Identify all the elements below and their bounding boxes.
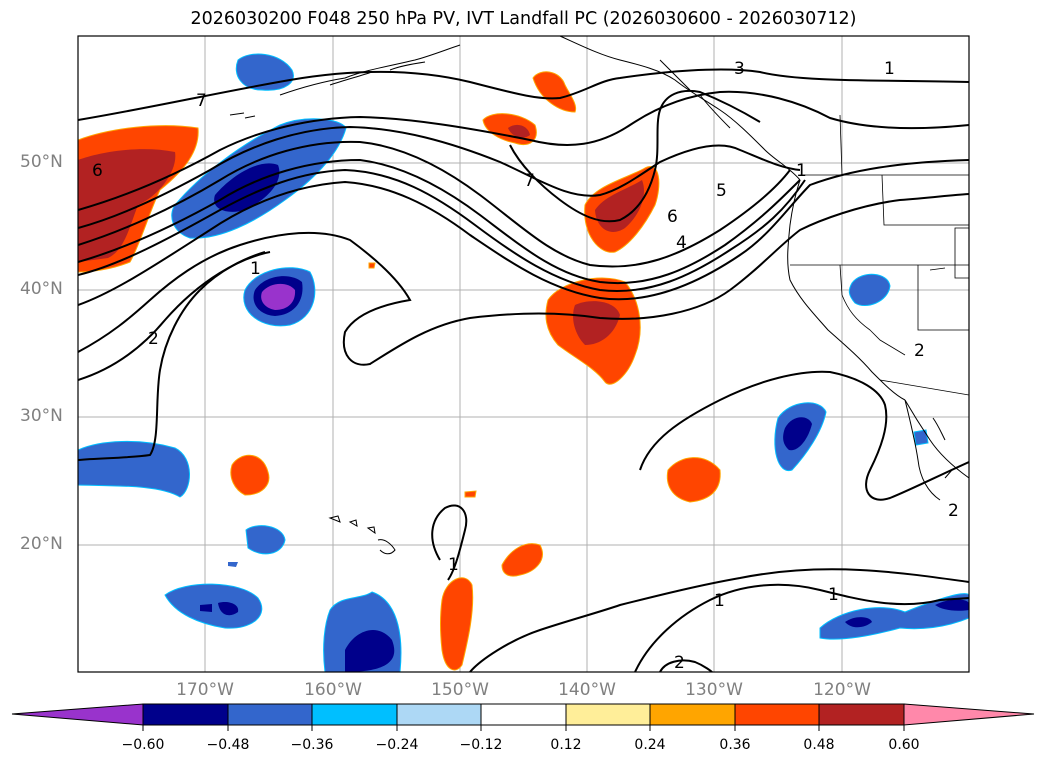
colorbar-tick-label: −0.12 (459, 737, 503, 753)
contour-lines (78, 68, 969, 672)
contour-label: 4 (676, 233, 687, 253)
lat-label: 20°N (20, 534, 63, 554)
lon-label: 160°W (304, 680, 362, 700)
contour-label: 2 (914, 341, 925, 361)
contour-label: 3 (734, 59, 745, 79)
contour-label: 2 (674, 653, 685, 673)
contour-label: 7 (524, 171, 535, 191)
pv-negative-anomalies (78, 53, 969, 672)
colorbar-segment (565, 703, 651, 726)
colorbar-segment (818, 703, 905, 726)
colorbar-segment (227, 703, 313, 726)
lat-label: 30°N (20, 406, 63, 426)
lon-label: 170°W (176, 680, 234, 700)
contour-label: 6 (92, 161, 103, 181)
lon-label: 140°W (558, 680, 616, 700)
colorbar (11, 703, 1035, 731)
colorbar-extend-max (903, 703, 1035, 726)
contour-label: 1 (714, 591, 725, 611)
contour-label: 5 (716, 181, 727, 201)
colorbar-tick-label: 0.12 (550, 737, 582, 753)
colorbar-tick-label: 0.60 (888, 737, 920, 753)
gridlines (78, 36, 969, 672)
colorbar-tick-label: −0.60 (121, 737, 165, 753)
colorbar-segment (480, 703, 567, 726)
lat-label: 50°N (20, 152, 63, 172)
contour-label: 7 (196, 91, 207, 111)
political-borders (790, 114, 969, 396)
contour-label: 2 (148, 329, 159, 349)
lat-label: 40°N (20, 279, 63, 299)
colorbar-tick-label: 0.24 (634, 737, 666, 753)
colorbar-segment (649, 703, 736, 726)
contour-label: 1 (250, 259, 261, 279)
contour-label: 6 (667, 207, 678, 227)
colorbar-segment (142, 703, 229, 726)
pv-positive-anomalies (78, 71, 721, 671)
map-title: 2026030200 F048 250 hPa PV, IVT Landfall… (190, 9, 857, 29)
colorbar-tick-label: −0.36 (290, 737, 334, 753)
colorbar-segment (734, 703, 820, 726)
contour-label: 1 (828, 585, 839, 605)
contour-label: 1 (796, 161, 807, 181)
colorbar-segment (311, 703, 398, 726)
colorbar-extend-min (11, 703, 144, 726)
lon-label: 130°W (685, 680, 743, 700)
contour-label: 2 (948, 501, 959, 521)
colorbar-tick-label: −0.24 (375, 737, 419, 753)
contour-label-group: 7 6 3 1 4 5 6 7 1 2 2 1 1 1 2 2 1 (92, 59, 959, 673)
colorbar-tick-label: 0.36 (719, 737, 751, 753)
lon-label: 150°W (431, 680, 489, 700)
colorbar-tick-label: 0.48 (803, 737, 835, 753)
colorbar-tick-label: −0.48 (206, 737, 250, 753)
lon-label: 120°W (813, 680, 871, 700)
map-frame (77, 35, 970, 673)
contour-label: 1 (884, 59, 895, 79)
colorbar-segment (396, 703, 482, 726)
contour-label: 1 (448, 555, 459, 575)
